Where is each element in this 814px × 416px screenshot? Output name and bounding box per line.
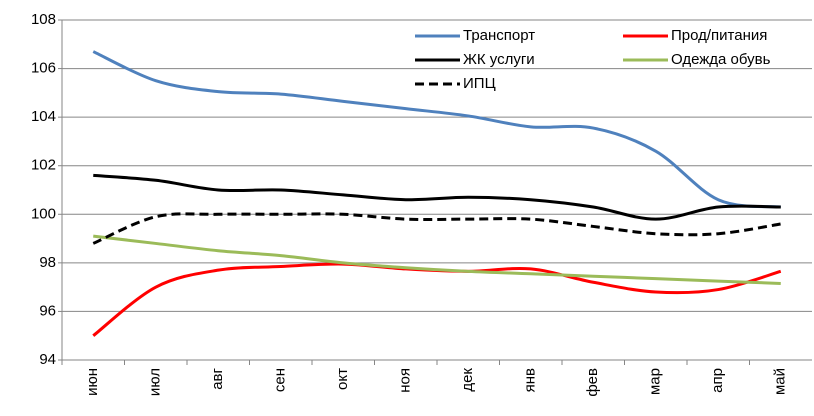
legend-label: Транспорт [463,27,535,44]
x-tick-label: сен [272,368,289,392]
y-tick-label: 102 [31,157,56,174]
series-line [92,212,781,245]
y-tick-label: 100 [31,205,56,222]
series-line [93,173,781,221]
series-line [92,50,781,209]
x-tick-label: ноя [397,368,414,393]
x-tick-label: окт [334,368,351,390]
x-tick-label: дек [459,368,476,392]
legend-label: ИПЦ [463,75,496,92]
x-tick-label: июн [84,368,101,396]
y-tick-label: 108 [31,11,56,28]
x-tick-label: авг [209,367,226,389]
y-tick-label: 104 [31,108,56,125]
series-line [92,262,782,337]
series-line [93,234,781,285]
legend-label: Одежда обувь [671,51,771,68]
x-tick-label: мар [647,368,664,395]
x-tick-label: апр [709,368,726,393]
y-tick-label: 106 [31,60,56,77]
x-tick-label: июл [147,368,164,396]
y-tick-label: 96 [39,302,56,319]
x-tick-label: фев [584,368,601,397]
legend-label: ЖК услуги [463,51,535,68]
y-tick-label: 98 [39,254,56,271]
y-tick-label: 94 [39,351,56,368]
x-tick-label: май [772,368,789,395]
legend-label: Прод/питания [671,27,767,44]
x-tick-label: янв [522,368,539,392]
